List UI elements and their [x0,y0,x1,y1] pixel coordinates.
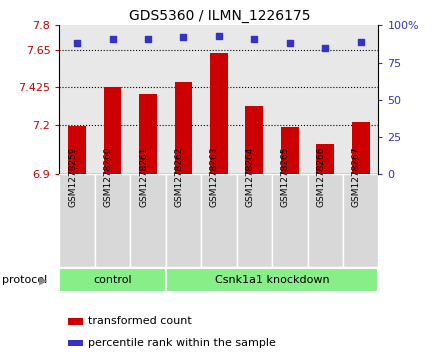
Text: GSM1278260: GSM1278260 [103,147,113,207]
Text: GSM1278266: GSM1278266 [316,147,325,207]
Text: transformed count: transformed count [88,316,191,326]
Bar [210,53,228,174]
Point [286,40,293,46]
Bar [59,174,95,267]
Bar [308,174,343,267]
Bar [246,106,263,174]
Bar [59,268,166,292]
Bar [352,122,370,174]
Bar [175,82,192,174]
Text: GSM1278263: GSM1278263 [210,147,219,207]
Point [322,45,329,51]
Bar [166,174,201,267]
Text: GSM1278264: GSM1278264 [246,147,254,207]
Text: GSM1278267: GSM1278267 [352,147,361,207]
Text: protocol: protocol [2,275,48,285]
Point [357,39,364,45]
Text: GSM1278261: GSM1278261 [139,147,148,207]
Bar [281,127,299,174]
Bar [201,174,237,267]
Point [73,40,81,46]
Text: ▶: ▶ [39,275,48,285]
Point [109,36,116,42]
Point [216,33,222,39]
Text: GSM1278259: GSM1278259 [68,147,77,207]
Bar [316,144,334,174]
Text: percentile rank within the sample: percentile rank within the sample [88,338,276,348]
Bar [139,94,157,174]
Bar [343,174,378,267]
Point [144,36,151,42]
Bar [95,174,130,267]
Text: control: control [93,275,132,285]
Text: GSM1278262: GSM1278262 [174,147,183,207]
Bar [237,174,272,267]
Bar [272,174,308,267]
Text: GSM1278265: GSM1278265 [281,147,290,207]
Bar [166,268,378,292]
Bar [130,174,166,267]
Text: Csnk1a1 knockdown: Csnk1a1 knockdown [215,275,330,285]
Bar [104,87,121,174]
Text: GDS5360 / ILMN_1226175: GDS5360 / ILMN_1226175 [129,9,311,23]
Bar [68,126,86,174]
Point [180,34,187,40]
Point [251,36,258,42]
